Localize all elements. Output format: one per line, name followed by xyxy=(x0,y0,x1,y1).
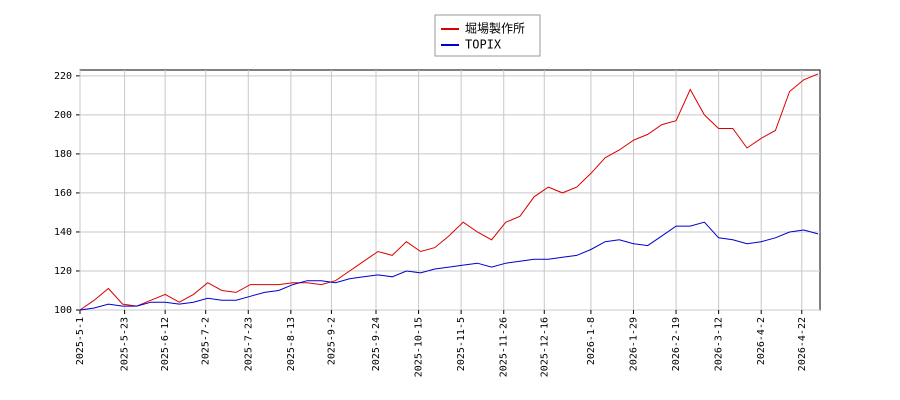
x-tick-label: 2025-10-15 xyxy=(414,317,425,377)
x-tick-label: 2025-6-12 xyxy=(160,317,171,371)
x-tick-label: 2026-4-22 xyxy=(797,317,808,371)
y-tick-label: 120 xyxy=(54,266,72,277)
legend-label: TOPIX xyxy=(465,38,502,52)
x-tick-label: 2026-2-19 xyxy=(671,317,682,371)
x-tick-label: 2025-12-16 xyxy=(539,317,550,377)
y-tick-label: 200 xyxy=(54,110,72,121)
y-tick-label: 140 xyxy=(54,227,72,238)
x-tick-label: 2026-3-12 xyxy=(714,317,725,371)
x-tick-label: 2025-9-24 xyxy=(371,317,382,371)
x-tick-label: 2025-7-2 xyxy=(201,317,212,365)
x-tick-label: 2026-4-2 xyxy=(756,317,767,365)
plot-frame xyxy=(79,69,821,311)
x-tick-label: 2026-1-8 xyxy=(586,317,597,365)
series-line xyxy=(79,73,819,311)
x-tick-label: 2025-9-2 xyxy=(326,317,337,365)
y-tick-label: 220 xyxy=(54,71,72,82)
legend-label: 堀場製作所 xyxy=(465,21,525,36)
y-tick-label: 100 xyxy=(54,305,72,316)
legend-box xyxy=(434,14,541,57)
y-tick-label: 160 xyxy=(54,188,72,199)
x-tick-label: 2025-5-23 xyxy=(120,317,131,371)
y-tick-label: 180 xyxy=(54,149,72,160)
x-tick-label: 2025-8-13 xyxy=(286,317,297,371)
x-tick-label: 2025-5-1 xyxy=(75,317,86,365)
x-tick-label: 2026-1-29 xyxy=(628,317,639,371)
series-line xyxy=(79,221,819,311)
x-tick-label: 2025-7-23 xyxy=(243,317,254,371)
x-tick-label: 2025-11-26 xyxy=(499,317,510,377)
x-tick-label: 2025-11-5 xyxy=(456,317,467,371)
